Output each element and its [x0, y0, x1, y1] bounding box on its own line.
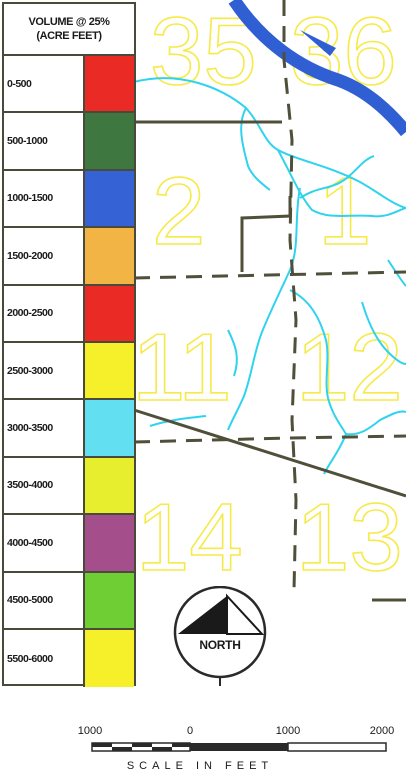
legend-color-swatch	[85, 342, 134, 399]
legend-row: 1500-2000	[4, 228, 134, 286]
legend-row: 0-500	[4, 56, 134, 114]
stream	[133, 77, 406, 209]
legend-color-swatch	[85, 400, 134, 456]
legend-range-label: 4500-5000	[4, 572, 85, 628]
legend-color-swatch	[85, 285, 134, 341]
legend-range-label: 3500-4000	[4, 457, 85, 514]
legend-title-line2: (ACRE FEET)	[36, 30, 102, 42]
legend-range-label: 4000-4500	[4, 515, 85, 571]
section-line	[133, 434, 406, 444]
river-island	[300, 30, 336, 56]
stream	[227, 329, 238, 377]
legend-range-label: 2000-2500	[4, 285, 85, 341]
legend-title: VOLUME @ 25% (ACRE FEET)	[4, 4, 134, 56]
scale-tick-label: 2000	[369, 725, 395, 737]
stream	[387, 259, 406, 287]
north-label: NORTH	[199, 638, 241, 652]
section-number: 11	[132, 314, 232, 421]
legend-row: 4000-4500	[4, 515, 134, 573]
road	[133, 408, 406, 498]
stream	[361, 301, 406, 365]
stream	[240, 107, 271, 191]
legend-row: 3500-4000	[4, 457, 134, 516]
legend-row: 500-1000	[4, 113, 134, 171]
stream	[227, 187, 301, 431]
stream	[289, 289, 347, 475]
stream	[149, 415, 207, 427]
legend-color-swatch	[85, 515, 134, 571]
legend-color-swatch	[85, 170, 134, 227]
section-number: 13	[296, 484, 403, 591]
legend-range-label: 3000-3500	[4, 400, 85, 456]
legend-color-swatch	[85, 56, 134, 112]
legend-row: 3000-3500	[4, 400, 134, 458]
legend-row: 2000-2500	[4, 285, 134, 343]
scale-tick-label: 0	[186, 725, 194, 737]
scale-caption: SCALE IN FEET	[126, 760, 274, 772]
map-legend: VOLUME @ 25% (ACRE FEET) 0-500 500-1000 10…	[2, 2, 136, 688]
legend-row: 1000-1500	[4, 170, 134, 229]
legend-color-swatch	[85, 629, 134, 688]
north-arrow: NORTH	[170, 585, 270, 686]
legend-range-label: 1500-2000	[4, 228, 85, 284]
stream	[345, 410, 406, 436]
legend-range-label: 5500-6000	[4, 629, 85, 688]
section-number: 2	[152, 158, 205, 265]
legend-row: 4500-5000	[4, 572, 134, 630]
legend-range-label: 1000-1500	[4, 170, 85, 227]
stream	[277, 149, 406, 218]
legend-row: 2500-3000	[4, 342, 134, 401]
north-arrow-right-half	[226, 593, 265, 635]
section-number: 12	[296, 314, 403, 421]
section-number: 14	[136, 484, 243, 591]
section-line	[133, 270, 406, 280]
scale-tick-label: 1000	[275, 725, 301, 737]
legend-range-label: 500-1000	[4, 113, 85, 169]
stream	[299, 155, 375, 199]
legend-color-swatch	[85, 457, 134, 514]
scale-bar	[91, 742, 387, 752]
north-arrow-left-half	[178, 596, 227, 634]
section-number: 36	[290, 0, 397, 105]
legend-color-swatch	[85, 228, 134, 284]
river	[228, 0, 406, 137]
legend-title-line1: VOLUME @ 25%	[28, 16, 110, 28]
legend-color-swatch	[85, 572, 134, 628]
legend-row: 5500-6000	[4, 629, 134, 688]
scale-tick-label: 1000	[77, 725, 103, 737]
legend-range-label: 0-500	[4, 56, 85, 112]
road	[240, 196, 292, 272]
legend-range-label: 2500-3000	[4, 342, 85, 399]
legend-color-swatch	[85, 113, 134, 169]
